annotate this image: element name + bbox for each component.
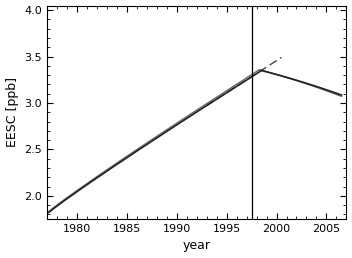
X-axis label: year: year: [183, 239, 210, 252]
Y-axis label: EESC [ppb]: EESC [ppb]: [6, 77, 19, 147]
